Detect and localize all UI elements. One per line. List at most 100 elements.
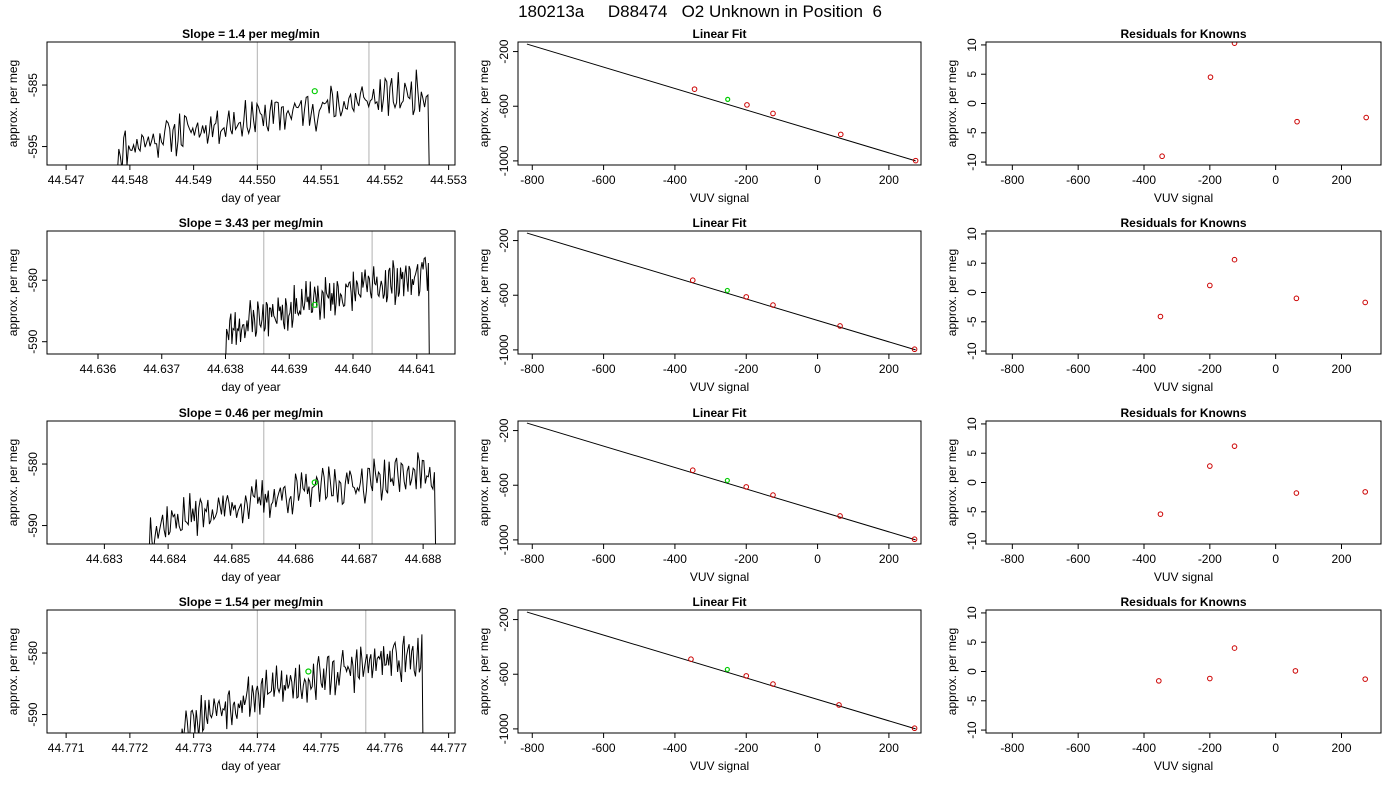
data-point bbox=[1159, 153, 1165, 160]
x-tick-label: 0 bbox=[814, 741, 821, 755]
fit-line bbox=[526, 232, 916, 351]
data-point bbox=[911, 346, 918, 353]
plot-area bbox=[526, 232, 918, 353]
data-point bbox=[1231, 443, 1238, 449]
y-tick-label: -10 bbox=[965, 721, 979, 739]
y-tick-label: -595 bbox=[26, 134, 40, 158]
y-axis-label: approx. per meg bbox=[6, 439, 20, 526]
plot-frame bbox=[517, 609, 922, 734]
data-point bbox=[837, 131, 844, 138]
y-tick-label: 5 bbox=[965, 450, 979, 457]
x-axis-label: day of year bbox=[221, 759, 280, 773]
x-tick-label: 44.553 bbox=[430, 173, 467, 187]
y-tick-label: -585 bbox=[26, 73, 40, 97]
x-tick-label: -200 bbox=[1198, 741, 1222, 755]
y-tick-label: -10 bbox=[965, 532, 979, 550]
x-axis-label: VUV signal bbox=[1154, 191, 1213, 205]
data-point bbox=[1207, 74, 1214, 80]
x-tick-label: 200 bbox=[1331, 173, 1351, 187]
y-axis-label: approx. per meg bbox=[477, 60, 491, 147]
panel-r2-res: Residuals for Knowns -800 -600 -400 -200 0 200… bbox=[945, 406, 1382, 584]
x-tick-label: -800 bbox=[520, 362, 544, 376]
x-tick-label: -600 bbox=[592, 741, 616, 755]
data-point bbox=[688, 656, 694, 663]
y-tick-label: 5 bbox=[965, 71, 979, 78]
y-tick-label: -1000 bbox=[497, 524, 511, 555]
x-tick-label: -400 bbox=[663, 552, 687, 566]
y-tick-label: -600 bbox=[497, 473, 511, 497]
y-tick-label: 0 bbox=[965, 100, 979, 107]
data-point bbox=[837, 323, 843, 329]
x-tick-label: 44.774 bbox=[239, 741, 276, 755]
y-tick-label: -5 bbox=[965, 506, 979, 517]
x-tick-label: -800 bbox=[1000, 552, 1024, 566]
x-axis-label: VUV signal bbox=[1154, 380, 1213, 394]
data-point bbox=[911, 536, 918, 543]
x-tick-label: 44.688 bbox=[405, 552, 442, 566]
x-tick-label: -600 bbox=[592, 552, 616, 566]
fit-line bbox=[526, 611, 916, 730]
x-tick-label: -600 bbox=[592, 362, 616, 376]
panel-title: Slope = 1.54 per meg/min bbox=[179, 595, 323, 609]
x-tick-label: -200 bbox=[1198, 362, 1222, 376]
unknown-point bbox=[725, 96, 731, 103]
plot-frame bbox=[46, 609, 456, 734]
current-marker bbox=[305, 668, 312, 675]
panel-r2-fit: Linear Fit -800 -600 -400 -200 0 200 VUV signal… bbox=[477, 406, 922, 584]
x-tick-label: -400 bbox=[663, 173, 687, 187]
plot-frame bbox=[985, 41, 1382, 166]
y-tick-label: -600 bbox=[497, 94, 511, 118]
x-tick-label: 44.638 bbox=[207, 362, 244, 376]
x-axis-label: VUV signal bbox=[690, 759, 749, 773]
x-tick-label: 44.552 bbox=[367, 173, 404, 187]
x-tick-label: 44.684 bbox=[150, 552, 187, 566]
x-tick-label: -800 bbox=[1000, 362, 1024, 376]
y-tick-label: -200 bbox=[497, 39, 511, 63]
data-point bbox=[744, 102, 750, 108]
unknown-point bbox=[724, 287, 730, 294]
data-point bbox=[1362, 299, 1368, 306]
data-point bbox=[1292, 668, 1299, 674]
x-tick-label: 44.775 bbox=[303, 741, 340, 755]
x-tick-label: 0 bbox=[814, 362, 821, 376]
data-point bbox=[1362, 489, 1368, 495]
data-point bbox=[770, 681, 776, 687]
panel-title: Residuals for Knowns bbox=[1120, 27, 1246, 41]
panel-r3-res: Residuals for Knowns -800 -600 -400 -200 0 200… bbox=[945, 595, 1382, 773]
y-tick-label: 5 bbox=[965, 639, 979, 646]
y-axis-label: approx. per meg bbox=[477, 628, 491, 715]
panel-title: Residuals for Knowns bbox=[1120, 216, 1246, 230]
x-tick-label: -800 bbox=[520, 173, 544, 187]
y-tick-label: 10 bbox=[965, 227, 979, 241]
fit-line bbox=[526, 43, 916, 162]
panel-r3-ts: Slope = 1.54 per meg/min 44.771 44.772 44.7… bbox=[6, 595, 467, 773]
data-trace bbox=[225, 256, 430, 354]
y-tick-label: -5 bbox=[965, 695, 979, 706]
y-tick-label: -580 bbox=[26, 641, 40, 665]
panel-r3-fit: Linear Fit -800 -600 -400 -200 0 200 VUV signal… bbox=[477, 595, 922, 773]
x-axis-label: day of year bbox=[221, 570, 280, 584]
y-tick-label: -590 bbox=[26, 702, 40, 726]
data-point bbox=[1157, 313, 1164, 320]
y-tick-label: 5 bbox=[965, 260, 979, 267]
x-tick-label: 0 bbox=[1272, 741, 1279, 755]
y-tick-label: -1000 bbox=[497, 334, 511, 365]
x-tick-label: -200 bbox=[734, 741, 758, 755]
x-tick-label: 44.776 bbox=[367, 741, 404, 755]
y-tick-label: -200 bbox=[497, 228, 511, 252]
data-point bbox=[836, 702, 842, 708]
plot-area bbox=[148, 421, 437, 544]
x-tick-label: 44.636 bbox=[80, 362, 117, 376]
y-axis-label: approx. per meg bbox=[477, 249, 491, 336]
data-point bbox=[743, 294, 750, 300]
y-tick-label: 0 bbox=[965, 479, 979, 486]
x-tick-label: 0 bbox=[1272, 362, 1279, 376]
y-tick-label: 10 bbox=[965, 606, 979, 620]
y-tick-label: -600 bbox=[497, 283, 511, 307]
x-tick-label: 44.640 bbox=[335, 362, 372, 376]
data-point bbox=[1207, 675, 1213, 682]
data-point bbox=[689, 277, 696, 284]
unknown-point bbox=[724, 477, 730, 484]
plot-area bbox=[181, 610, 424, 733]
